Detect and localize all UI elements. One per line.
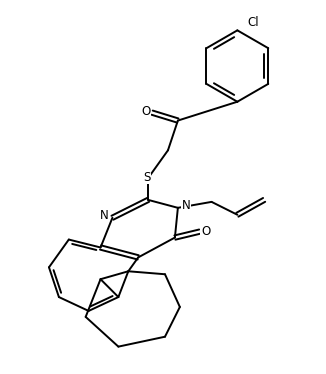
Text: O: O (141, 105, 151, 118)
Text: O: O (201, 225, 210, 238)
Text: S: S (143, 171, 151, 184)
Text: N: N (182, 199, 190, 212)
Text: N: N (100, 209, 109, 222)
Text: Cl: Cl (247, 16, 259, 29)
